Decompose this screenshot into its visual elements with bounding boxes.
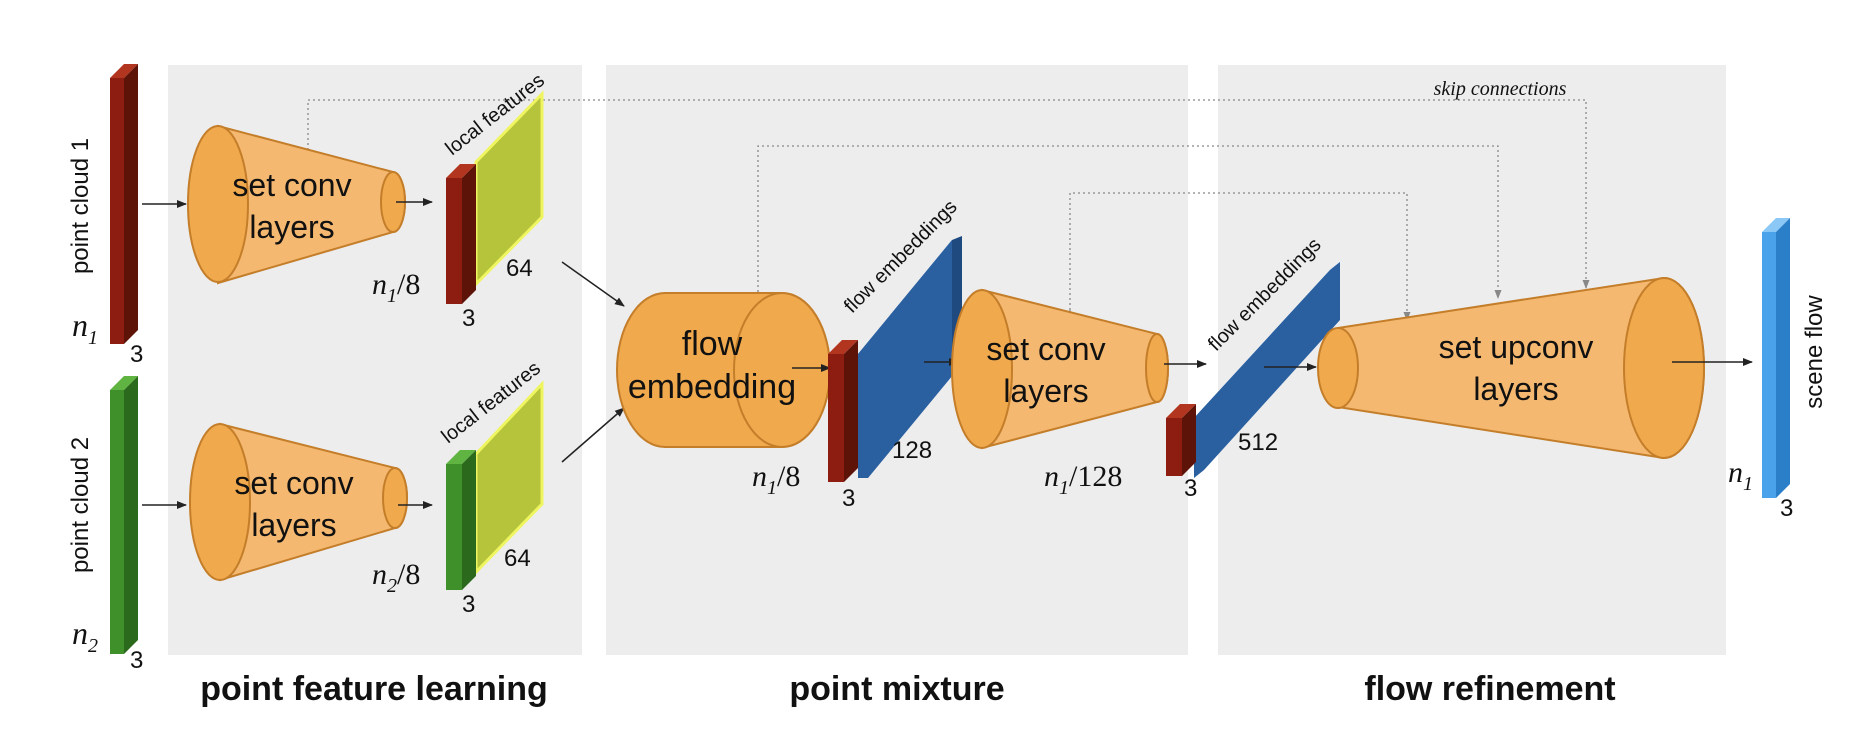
flow-embeddings-1-size: n1/8: [752, 460, 800, 499]
set-conv-layers-3: [951, 288, 1169, 450]
local-features-2-size: n2/8: [372, 558, 420, 597]
set-upconv-line2: layers: [1473, 371, 1558, 407]
local-features-1-block: [446, 90, 544, 304]
set-conv-1-line1: set conv: [232, 167, 351, 203]
point-cloud-2-bar: [110, 376, 138, 654]
set-conv-3-line2: layers: [1003, 373, 1088, 409]
arrow-features1-to-flowemb: [561, 261, 625, 307]
section-title-flow-refinement: flow refinement: [1364, 670, 1615, 708]
skip-connections: [304, 99, 1590, 321]
local-features-2-channels: 64: [504, 545, 531, 572]
scene-flow-label: scene flow: [1801, 295, 1828, 409]
section-title-point-mixture: point mixture: [789, 670, 1004, 708]
flow-embeddings-2-size: n1/128: [1044, 460, 1122, 499]
point-cloud-2-dim: 3: [130, 647, 143, 674]
flow-embeddings-2-dim: 3: [1184, 475, 1197, 502]
flow-embedding-line2: embedding: [628, 368, 796, 406]
scene-flow-size: n1: [1728, 456, 1753, 495]
set-upconv-line1: set upconv: [1439, 329, 1594, 365]
point-cloud-1-label: point cloud 1: [67, 138, 94, 274]
set-conv-3-line1: set conv: [986, 331, 1105, 367]
point-cloud-2-label: point cloud 2: [67, 437, 94, 573]
set-conv-2-line2: layers: [251, 507, 336, 543]
arrow-features2-to-flowemb: [561, 407, 625, 463]
local-features-1-dim: 3: [462, 305, 475, 332]
scene-flow-bar: [1762, 218, 1790, 498]
set-conv-1-line2: layers: [249, 209, 334, 245]
flow-embedding-line1: flow: [682, 325, 743, 363]
flow-embeddings-1-dim: 3: [842, 485, 855, 512]
point-cloud-1-bar: [110, 64, 138, 344]
flow-embedding-cylinder: [616, 292, 831, 448]
point-cloud-2-size: n2: [72, 615, 98, 657]
flow-embeddings-1-channels: 128: [892, 437, 932, 464]
local-features-1-channels: 64: [506, 255, 533, 282]
set-conv-layers-1: [187, 124, 406, 285]
flow-embeddings-2-block: [1166, 262, 1340, 478]
point-cloud-1-dim: 3: [130, 341, 143, 368]
scene-flow-dim: 3: [1780, 495, 1793, 522]
set-upconv-layers: [1317, 276, 1705, 460]
local-features-2-block: [446, 380, 544, 590]
flow-embeddings-2-channels: 512: [1238, 429, 1278, 456]
local-features-2-dim: 3: [462, 591, 475, 618]
local-features-1-size: n1/8: [372, 268, 420, 307]
section-title-point-feature-learning: point feature learning: [200, 670, 548, 708]
set-conv-2-line1: set conv: [234, 465, 353, 501]
set-conv-layers-2: [189, 422, 408, 582]
skip-connections-label: skip connections: [1434, 78, 1567, 100]
point-cloud-1-size: n1: [72, 307, 98, 349]
